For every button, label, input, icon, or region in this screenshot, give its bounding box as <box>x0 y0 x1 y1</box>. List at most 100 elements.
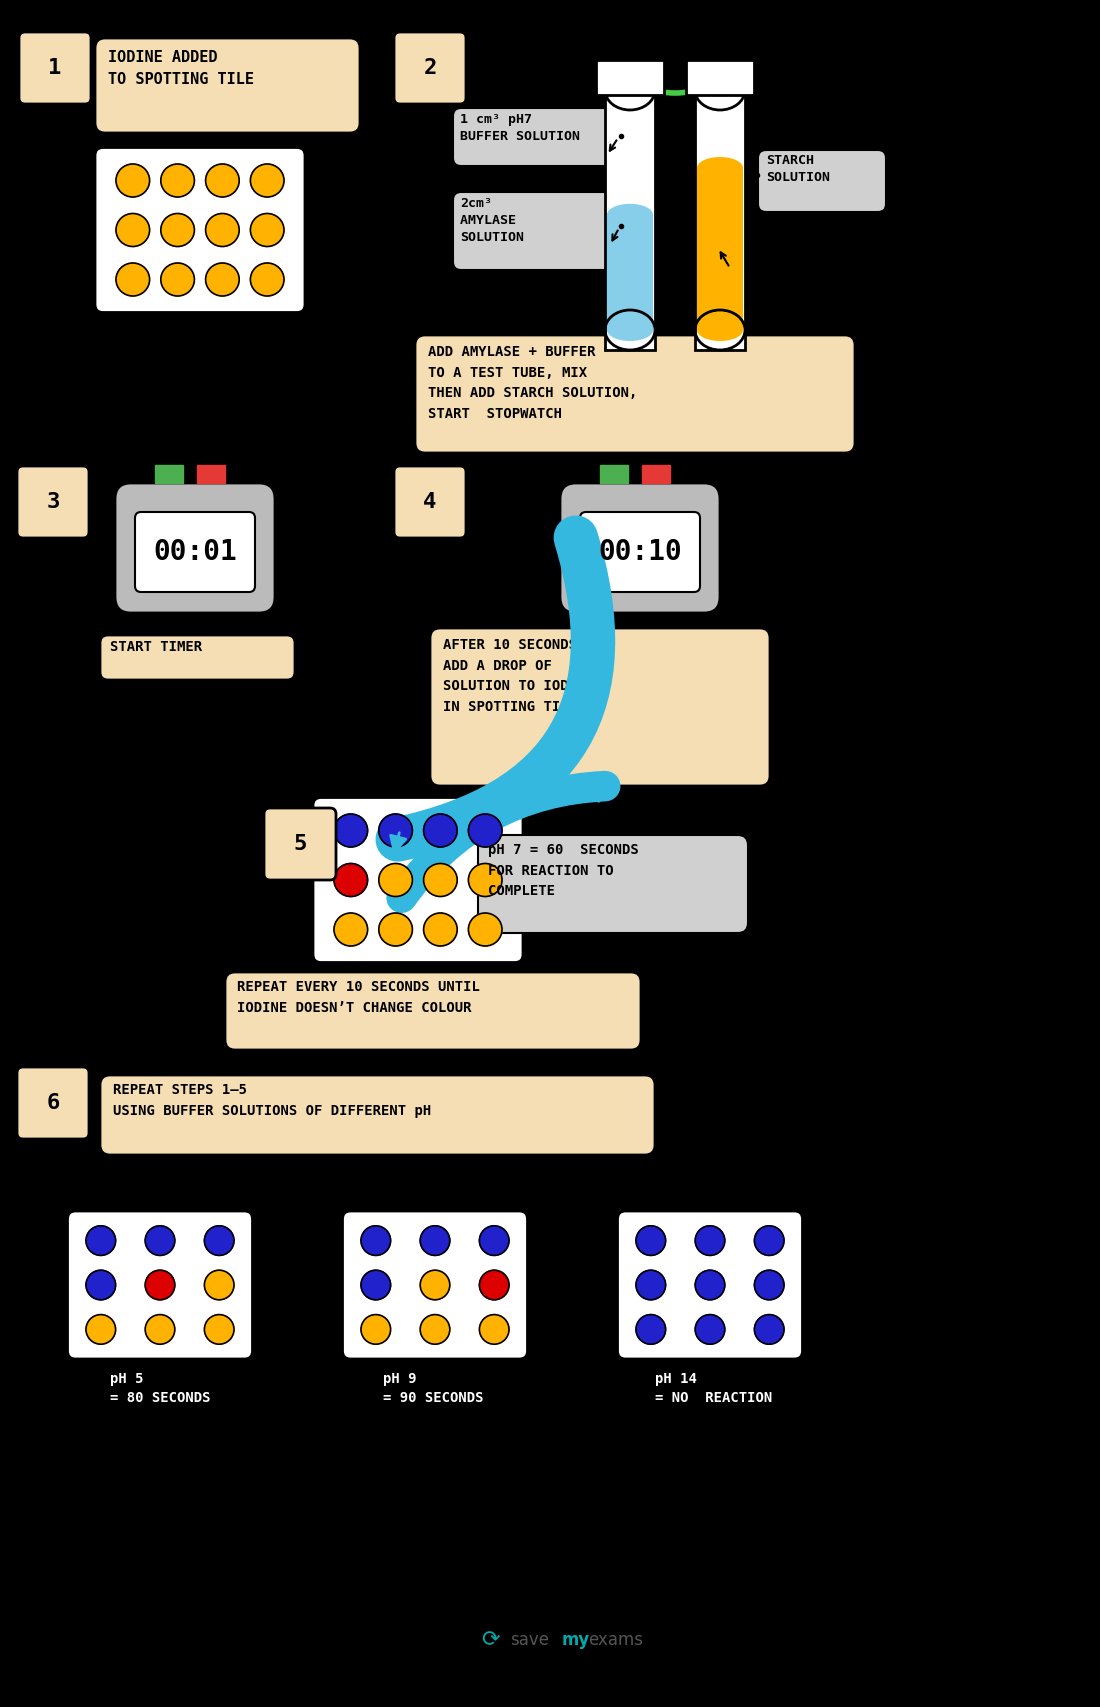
Ellipse shape <box>695 1226 725 1255</box>
FancyBboxPatch shape <box>314 797 522 963</box>
Text: 3: 3 <box>46 492 59 512</box>
FancyBboxPatch shape <box>100 1075 654 1156</box>
Ellipse shape <box>424 814 458 847</box>
Ellipse shape <box>755 1226 784 1255</box>
FancyBboxPatch shape <box>226 971 641 1050</box>
Ellipse shape <box>480 1226 509 1255</box>
Ellipse shape <box>145 1270 175 1299</box>
FancyBboxPatch shape <box>580 512 700 592</box>
Ellipse shape <box>205 1226 234 1255</box>
Bar <box>695 90 745 350</box>
Text: 4: 4 <box>424 492 437 512</box>
Text: 1: 1 <box>48 58 62 79</box>
Text: 6: 6 <box>46 1092 59 1113</box>
FancyBboxPatch shape <box>16 1067 89 1139</box>
Text: my: my <box>562 1630 591 1649</box>
Ellipse shape <box>697 319 742 341</box>
Text: ⟳: ⟳ <box>481 1630 499 1651</box>
Ellipse shape <box>636 1226 666 1255</box>
Bar <box>596 60 664 96</box>
Ellipse shape <box>469 913 502 946</box>
Ellipse shape <box>605 70 654 109</box>
Ellipse shape <box>161 164 195 196</box>
Ellipse shape <box>116 164 150 196</box>
Text: 2cm³
AMYLASE 
SOLUTION: 2cm³ AMYLASE SOLUTION <box>460 196 524 244</box>
FancyBboxPatch shape <box>95 38 360 133</box>
Ellipse shape <box>378 864 412 896</box>
Ellipse shape <box>755 1314 784 1343</box>
Ellipse shape <box>424 913 458 946</box>
FancyBboxPatch shape <box>135 512 255 592</box>
Ellipse shape <box>206 213 239 246</box>
Ellipse shape <box>116 213 150 246</box>
Text: START TIMER: START TIMER <box>110 640 202 654</box>
Text: pH 9
= 90 SECONDS: pH 9 = 90 SECONDS <box>383 1372 484 1405</box>
Ellipse shape <box>695 311 745 350</box>
Ellipse shape <box>361 1314 390 1343</box>
Ellipse shape <box>480 1314 509 1343</box>
Ellipse shape <box>205 1314 234 1343</box>
FancyBboxPatch shape <box>758 150 886 212</box>
Ellipse shape <box>607 203 653 225</box>
FancyBboxPatch shape <box>342 1210 528 1359</box>
Text: REPEAT STEPS 1–5
USING BUFFER SOLUTIONS OF DIFFERENT pH: REPEAT STEPS 1–5 USING BUFFER SOLUTIONS … <box>113 1082 431 1118</box>
Ellipse shape <box>145 1314 175 1343</box>
Bar <box>642 464 670 483</box>
Ellipse shape <box>469 814 502 847</box>
FancyBboxPatch shape <box>394 466 466 538</box>
Bar <box>155 464 183 483</box>
Ellipse shape <box>116 263 150 295</box>
Ellipse shape <box>755 1270 784 1299</box>
Ellipse shape <box>334 864 367 896</box>
Ellipse shape <box>251 213 284 246</box>
Text: 1 cm³ pH7
BUFFER SOLUTION: 1 cm³ pH7 BUFFER SOLUTION <box>460 113 580 143</box>
FancyBboxPatch shape <box>100 635 295 679</box>
Ellipse shape <box>695 1314 725 1343</box>
Bar <box>607 215 653 329</box>
Bar <box>697 167 742 329</box>
FancyBboxPatch shape <box>116 483 275 613</box>
Ellipse shape <box>251 263 284 295</box>
Ellipse shape <box>424 864 458 896</box>
Text: ADD AMYLASE + BUFFER
TO A TEST TUBE, MIX
THEN ADD STARCH SOLUTION,
START  STOPWA: ADD AMYLASE + BUFFER TO A TEST TUBE, MIX… <box>428 345 637 422</box>
Ellipse shape <box>420 1226 450 1255</box>
FancyBboxPatch shape <box>430 628 770 785</box>
Text: pH 7 = 60  SECONDS
FOR REACTION TO
COMPLETE: pH 7 = 60 SECONDS FOR REACTION TO COMPLE… <box>488 843 639 898</box>
Text: exams: exams <box>588 1630 643 1649</box>
Ellipse shape <box>420 1270 450 1299</box>
Ellipse shape <box>251 164 284 196</box>
Text: AFTER 10 SECONDS,
ADD A DROP OF
SOLUTION TO IODINE
IN SPOTTING TILE: AFTER 10 SECONDS, ADD A DROP OF SOLUTION… <box>443 638 594 714</box>
FancyBboxPatch shape <box>415 335 855 452</box>
Bar <box>695 90 745 350</box>
Text: IODINE ADDED
TO SPOTTING TILE: IODINE ADDED TO SPOTTING TILE <box>108 50 254 87</box>
Ellipse shape <box>334 814 367 847</box>
Bar <box>605 90 654 350</box>
Ellipse shape <box>378 814 412 847</box>
Text: 5: 5 <box>294 835 307 854</box>
FancyBboxPatch shape <box>95 147 305 312</box>
Bar <box>605 90 654 350</box>
FancyBboxPatch shape <box>617 1210 803 1359</box>
Text: REPEAT EVERY 10 SECONDS UNTIL
IODINE DOESN’T CHANGE COLOUR: REPEAT EVERY 10 SECONDS UNTIL IODINE DOE… <box>236 980 480 1014</box>
Ellipse shape <box>86 1314 116 1343</box>
Ellipse shape <box>205 1270 234 1299</box>
Ellipse shape <box>161 213 195 246</box>
Ellipse shape <box>86 1270 116 1299</box>
FancyBboxPatch shape <box>478 835 748 934</box>
Ellipse shape <box>378 913 412 946</box>
Ellipse shape <box>697 157 742 179</box>
Ellipse shape <box>420 1314 450 1343</box>
FancyBboxPatch shape <box>453 191 622 270</box>
Text: 00:01: 00:01 <box>153 538 236 567</box>
Ellipse shape <box>695 70 745 109</box>
FancyBboxPatch shape <box>67 1210 253 1359</box>
Text: 00:10: 00:10 <box>598 538 682 567</box>
Ellipse shape <box>607 319 653 341</box>
Ellipse shape <box>469 864 502 896</box>
Ellipse shape <box>361 1226 390 1255</box>
FancyBboxPatch shape <box>560 483 720 613</box>
Ellipse shape <box>145 1226 175 1255</box>
Bar <box>686 60 754 96</box>
Ellipse shape <box>161 263 195 295</box>
Ellipse shape <box>636 1270 666 1299</box>
